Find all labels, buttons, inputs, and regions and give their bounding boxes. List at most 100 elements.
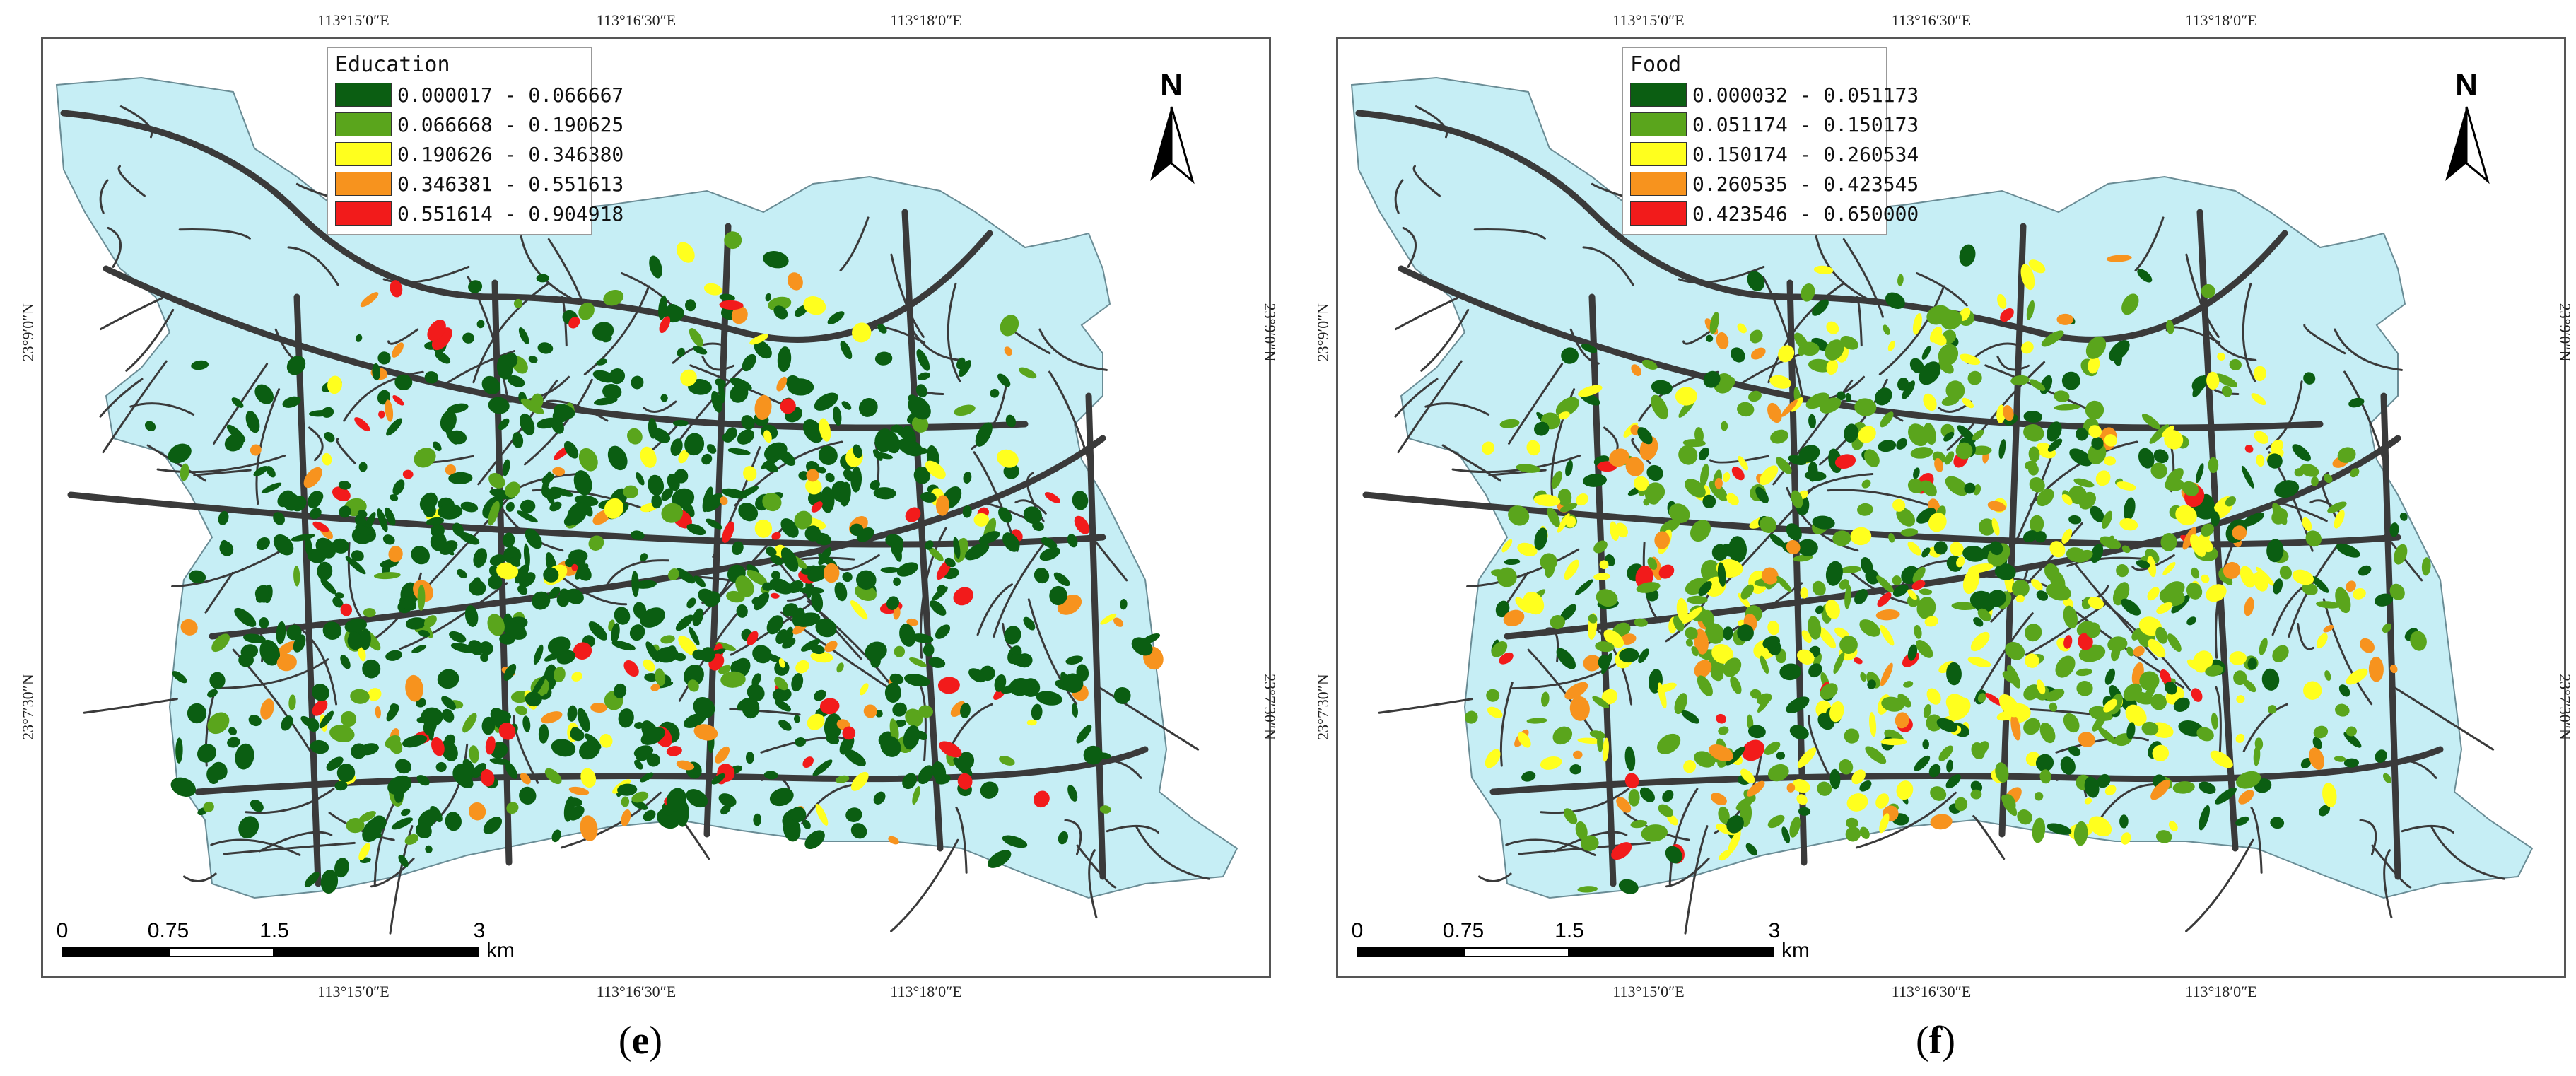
value-patch [573,470,592,496]
value-patch [520,773,531,785]
value-patch [772,687,792,702]
value-patch [1897,274,1904,286]
value-patch [1564,559,1579,580]
value-patch [2251,393,2266,406]
value-patch [207,712,230,735]
value-patch [256,537,270,551]
value-patch [1540,756,1562,770]
value-patch [1704,623,1725,644]
value-patch [811,501,823,513]
value-patch [834,582,848,602]
local-road [107,226,122,268]
top-longitude-label: 113°15′0″E [317,11,390,29]
value-patch [1797,539,1818,556]
value-patch [2156,602,2173,614]
value-patch [810,644,825,655]
value-patch [575,563,589,580]
value-patch [2244,445,2254,453]
value-patch [2302,517,2312,532]
value-patch [2313,725,2329,739]
value-patch [804,525,821,542]
value-patch [918,765,934,785]
value-patch [1861,557,1873,575]
value-patch [2037,489,2054,507]
value-patch [1998,694,2020,718]
arterial-road [194,746,1149,795]
value-patch [1817,626,1837,649]
value-patch [319,710,334,729]
value-patch [1880,411,1894,428]
value-patch [1697,675,1713,697]
value-patch [711,773,725,785]
value-patch [2272,645,2289,662]
value-patch [1946,759,1953,773]
value-patch [1495,600,1510,618]
value-patch [856,570,877,590]
value-patch [1504,559,1521,566]
value-patch [1817,781,1832,796]
value-patch [1972,445,1992,455]
scale-tick-label: 1.5 [1555,919,1584,942]
value-patch [2343,758,2359,768]
value-patch [2374,593,2394,607]
value-patch [1796,794,1808,805]
value-patch [1564,808,1578,825]
value-patch [935,495,950,516]
bottom-longitude-label: 113°18′0″E [2185,983,2257,1000]
value-patch [1002,835,1028,848]
value-patch [424,371,439,384]
value-patch [841,401,852,410]
value-patch [1508,505,1530,526]
value-patch [1797,747,1817,768]
value-patch [804,830,825,850]
value-patch [1656,733,1681,754]
value-patch [807,713,825,730]
value-patch [2150,780,2170,800]
arterial-road [293,293,322,887]
value-patch [886,596,899,610]
value-patch [2164,430,2184,450]
value-patch [1910,447,1933,459]
value-patch [2095,470,2111,486]
value-patch [1962,397,1974,409]
value-patch [2241,465,2254,489]
value-patch [441,696,457,710]
value-patch [404,834,419,845]
value-patch [2076,668,2092,677]
value-patch [640,607,665,628]
scale-tick-label: 3 [473,919,486,942]
value-patch [1907,589,1917,600]
value-patch [489,758,510,765]
value-patch [1792,779,1810,793]
map-canvas [55,76,1239,935]
bottom-longitude-label: 113°18′0″E [890,983,962,1000]
value-patch [431,524,445,538]
value-patch [978,531,1000,544]
value-patch [2253,366,2266,382]
local-road [117,165,146,197]
value-patch [675,568,696,584]
value-patch [811,591,824,612]
value-patch [513,298,523,308]
legend-row: 0.423546 - 0.650000 [1630,199,1919,228]
value-patch [2068,515,2082,525]
value-patch [445,464,457,476]
value-patch [1708,744,1733,761]
local-road [1027,598,1078,706]
local-road [193,469,252,476]
value-patch [384,507,396,526]
value-patch [2063,713,2080,733]
value-patch [2088,816,2112,837]
local-road [99,378,144,418]
value-patch [899,624,916,647]
legend-swatch [335,201,392,226]
value-patch [468,580,486,596]
local-road [1842,238,1884,318]
value-patch [2155,626,2168,644]
value-patch [286,356,306,375]
value-patch [1515,597,1532,614]
value-patch [2056,313,2074,325]
top-longitude-label: 113°18′0″E [2185,11,2257,29]
value-patch [635,747,652,761]
value-patch [643,809,656,821]
